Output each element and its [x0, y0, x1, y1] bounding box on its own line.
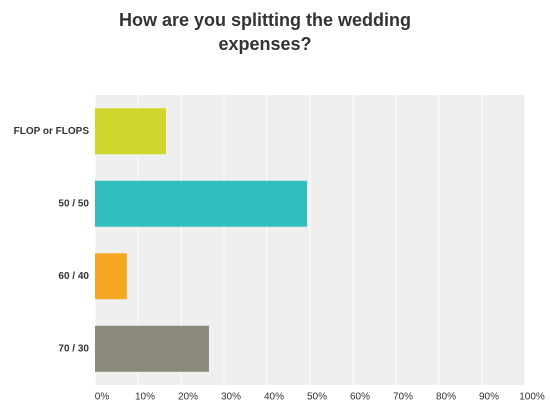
y-tick-label: FLOP or FLOPS	[14, 126, 90, 137]
bar	[95, 108, 166, 155]
x-tick-label: 20%	[178, 392, 198, 403]
y-tick-label: 70 / 30	[58, 343, 89, 354]
x-tick-label: 30%	[221, 392, 241, 403]
y-tick-label: 60 / 40	[58, 271, 89, 282]
x-tick-label: 40%	[264, 392, 284, 403]
x-tick-label: 50%	[307, 392, 327, 403]
x-tick-label: 10%	[135, 392, 155, 403]
bar	[95, 253, 127, 300]
x-tick-label: 0%	[95, 392, 110, 403]
chart-title: How are you splitting the wedding expens…	[118, 10, 411, 54]
x-tick-label: 70%	[393, 392, 413, 403]
x-tick-label: 100%	[519, 392, 545, 403]
bar	[95, 180, 307, 227]
bar	[95, 325, 209, 372]
x-tick-label: 60%	[350, 392, 370, 403]
x-tick-label: 80%	[436, 392, 456, 403]
x-tick-label: 90%	[479, 392, 499, 403]
y-tick-label: 50 / 50	[58, 198, 89, 209]
